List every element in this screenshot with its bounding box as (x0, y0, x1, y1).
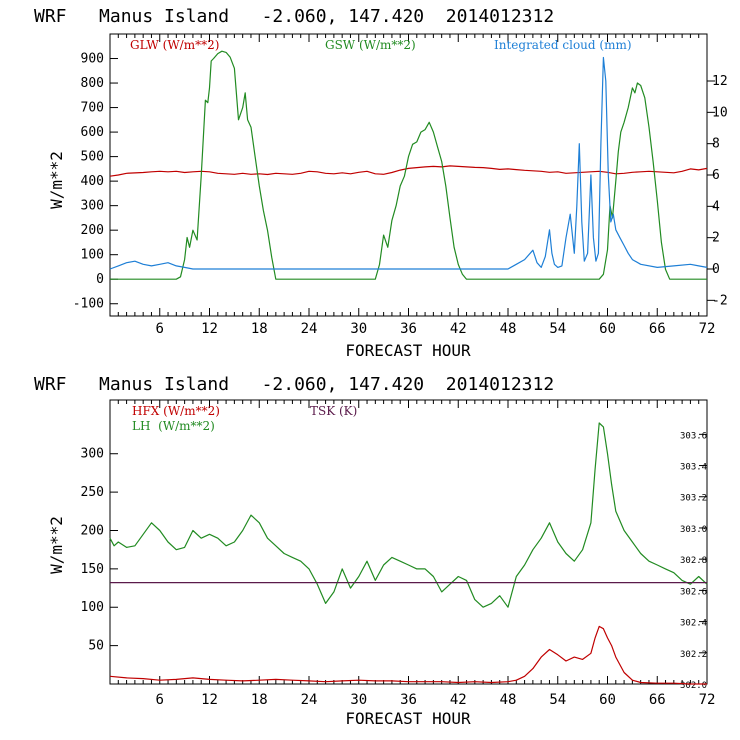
bottom-y-tick-label: 100 (81, 600, 104, 615)
top-y2-tick-label: 10 (712, 105, 728, 120)
bottom-y-tick-label: 300 (81, 447, 104, 462)
bottom-y2-tick-label: 302.8 (680, 556, 707, 566)
top-series-glw-line (109, 165, 708, 177)
bottom-chart-title: WRF Manus Island -2.060, 147.420 2014012… (34, 374, 554, 395)
top-y2-tick-label: 0 (712, 262, 720, 277)
bottom-y2-tick-label: 302.0 (680, 681, 707, 691)
legend-lh: LH (W/m**2) (132, 419, 215, 433)
bottom-x-tick-label: 66 (649, 692, 666, 708)
bottom-y2-tick-label: 303.2 (680, 494, 707, 504)
bottom-x-tick-label: 48 (500, 692, 517, 708)
top-y2-tick-label: 6 (712, 168, 720, 183)
top-series-group (109, 50, 708, 280)
top-axis-ticks: 6 12 18 24 30 36 42 48 54 60 66 72-1000100200300400… (73, 34, 728, 337)
top-x-tick-label: 42 (450, 321, 467, 337)
bottom-y2-tick-label: 303.0 (680, 525, 707, 535)
top-y-tick-label: 300 (81, 199, 104, 214)
bottom-y2-tick-label: 302.6 (680, 587, 707, 597)
top-x-tick-label: 6 (156, 321, 164, 337)
top-y-tick-label: 700 (81, 101, 104, 116)
top-x-tick-label: 60 (599, 321, 616, 337)
bottom-y2-tick-label: 302.4 (680, 619, 707, 629)
bottom-x-axis-label: FORECAST HOUR (345, 709, 471, 728)
bottom-x-tick-label: 30 (350, 692, 367, 708)
top-chart-title: WRF Manus Island -2.060, 147.420 2014012… (34, 6, 554, 27)
bottom-x-tick-label: 12 (201, 692, 218, 708)
top-legend: GLW (W/m**2) GSW (W/m**2) Integrated clo… (130, 38, 632, 52)
top-y-tick-label: 500 (81, 150, 104, 165)
top-x-tick-label: 72 (699, 321, 716, 337)
top-x-tick-label: 30 (350, 321, 367, 337)
bottom-y2-tick-label: 302.2 (680, 650, 707, 660)
bottom-axis-ticks: 6 12 18 24 30 36 42 48 54 60 66 72 50 100 150 200 250 300… (81, 400, 716, 708)
top-chart: WRF Manus Island -2.060, 147.420 2014012… (34, 6, 728, 360)
bottom-x-tick-label: 42 (450, 692, 467, 708)
bottom-x-tick-label: 72 (699, 692, 716, 708)
bottom-x-tick-label: 36 (400, 692, 417, 708)
top-x-tick-label: 24 (301, 321, 318, 337)
bottom-chart: WRF Manus Island -2.060, 147.420 2014012… (34, 374, 715, 728)
bottom-x-tick-label: 18 (251, 692, 268, 708)
top-x-tick-label: 54 (549, 321, 566, 337)
top-series-integrated-line (109, 56, 708, 270)
legend-gsw: GSW (W/m**2) (325, 38, 416, 52)
bottom-x-tick-label: 60 (599, 692, 616, 708)
bottom-series-group (109, 422, 708, 685)
bottom-y2-tick-label: 303.6 (680, 431, 707, 441)
top-y-tick-label: 800 (81, 76, 104, 91)
bottom-y2-tick-label: 303.4 (680, 463, 707, 473)
bottom-y-tick-label: 200 (81, 523, 104, 538)
top-y-tick-label: 100 (81, 248, 104, 263)
bottom-x-tick-label: 54 (549, 692, 566, 708)
bottom-y-tick-label: 250 (81, 485, 104, 500)
top-y-tick-label: 0 (96, 272, 104, 287)
bottom-series-hfx-line (109, 625, 707, 685)
top-x-tick-label: 48 (500, 321, 517, 337)
top-y-axis-label: W/m**2 (47, 151, 66, 209)
bottom-x-tick-label: 6 (156, 692, 164, 708)
bottom-y-tick-label: 50 (88, 639, 104, 654)
legend-glw: GLW (W/m**2) (130, 38, 219, 52)
top-x-tick-label: 36 (400, 321, 417, 337)
top-x-axis-label: FORECAST HOUR (345, 341, 471, 360)
legend-tsk: TSK (K) (310, 404, 357, 418)
bottom-legend: HFX (W/m**2) LH (W/m**2) TSK (K) (132, 404, 357, 433)
top-y2-tick-label: 4 (712, 199, 720, 214)
top-y2-tick-label: 12 (712, 74, 728, 89)
top-plot-frame (109, 33, 708, 317)
bottom-y-tick-label: 150 (81, 562, 104, 577)
top-x-tick-label: 66 (649, 321, 666, 337)
top-y-tick-label: 900 (81, 52, 104, 67)
top-y-tick-label: 400 (81, 174, 104, 189)
legend-hfx: HFX (W/m**2) (132, 404, 220, 418)
top-y2-tick-label: 8 (712, 137, 720, 152)
bottom-plot-frame (109, 399, 708, 685)
bottom-x-tick-label: 24 (301, 692, 318, 708)
legend-cloud: Integrated cloud (mm) (494, 38, 632, 52)
top-x-tick-label: 18 (251, 321, 268, 337)
top-y-tick-label: -100 (73, 297, 104, 312)
top-y-tick-label: 200 (81, 223, 104, 238)
top-y2-tick-label: -2 (712, 293, 728, 308)
top-y2-tick-label: 2 (712, 231, 720, 246)
top-x-tick-label: 12 (201, 321, 218, 337)
bottom-series-lh-line (109, 422, 708, 608)
top-series-gsw-line (110, 50, 707, 280)
top-y-tick-label: 600 (81, 125, 104, 140)
bottom-y-axis-label: W/m**2 (47, 516, 66, 574)
